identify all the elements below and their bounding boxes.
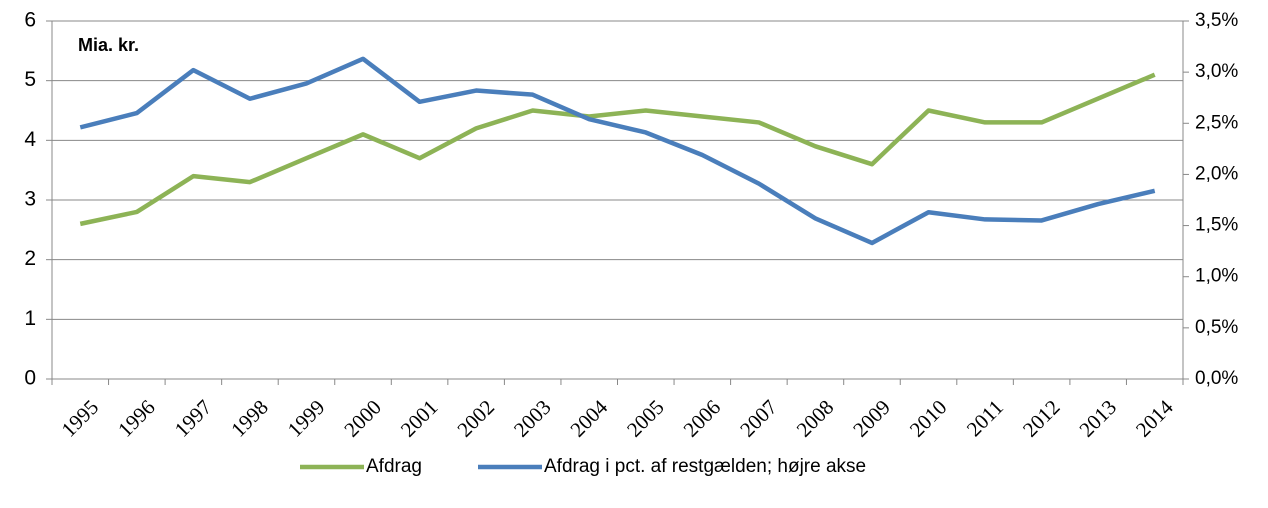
x-tick-label: 2003 bbox=[509, 395, 556, 442]
x-tick-label: 2013 bbox=[1074, 395, 1121, 442]
y-tick-label: 0 bbox=[24, 367, 36, 390]
legend-label: Afdrag i pct. af restgælden; højre akse bbox=[544, 456, 866, 477]
y-tick-label: 3 bbox=[24, 188, 36, 211]
y2-tick-label: 3,0% bbox=[1195, 61, 1238, 82]
y-tick-label: 4 bbox=[24, 128, 36, 151]
y2-tick-label: 0,5% bbox=[1195, 317, 1238, 338]
x-tick-label: 1995 bbox=[57, 395, 104, 442]
x-tick-label: 1997 bbox=[170, 395, 217, 442]
x-tick-label: 2014 bbox=[1131, 395, 1178, 442]
x-tick-label: 2007 bbox=[735, 395, 782, 442]
y2-tick-label: 3,5% bbox=[1195, 10, 1238, 31]
x-tick-label: 2002 bbox=[452, 395, 499, 442]
y2-tick-label: 1,5% bbox=[1195, 215, 1238, 236]
y2-tick-label: 0,0% bbox=[1195, 368, 1238, 389]
x-tick-label: 2005 bbox=[622, 395, 669, 442]
x-tick-label: 2010 bbox=[905, 395, 952, 442]
series-line bbox=[79, 56, 1156, 246]
y-tick-label: 5 bbox=[24, 68, 36, 91]
x-tick-label: 2001 bbox=[396, 395, 443, 442]
legend-label: Afdrag bbox=[366, 456, 422, 477]
y2-tick-label: 2,5% bbox=[1195, 112, 1238, 133]
x-tick-label: 2012 bbox=[1018, 395, 1065, 442]
y2-tick-label: 1,0% bbox=[1195, 266, 1238, 287]
x-tick-label: 2000 bbox=[339, 395, 386, 442]
x-tick-label: 2009 bbox=[848, 395, 895, 442]
x-tick-label: 2006 bbox=[679, 395, 726, 442]
y-tick-label: 1 bbox=[24, 307, 36, 330]
y2-tick-label: 2,0% bbox=[1195, 163, 1238, 184]
x-tick-label: 2008 bbox=[792, 395, 839, 442]
x-tick-label: 1999 bbox=[283, 395, 330, 442]
y-tick-label: 2 bbox=[24, 247, 36, 270]
x-tick-label: 1996 bbox=[113, 395, 160, 442]
y-tick-label: 6 bbox=[24, 9, 36, 32]
series-line bbox=[79, 72, 1156, 227]
x-tick-label: 2004 bbox=[565, 395, 612, 442]
x-tick-label: 1998 bbox=[226, 395, 273, 442]
x-tick-label: 2011 bbox=[962, 395, 1008, 441]
annotation: Mia. kr. bbox=[78, 35, 139, 55]
